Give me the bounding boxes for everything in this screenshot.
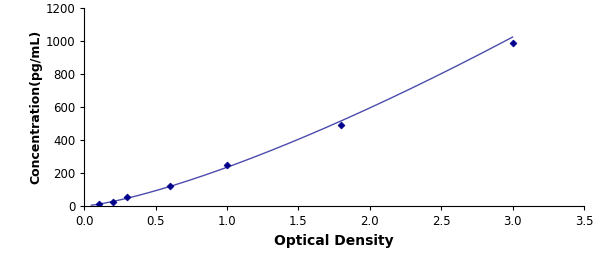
Y-axis label: Concentration(pg/mL): Concentration(pg/mL)	[29, 30, 43, 184]
X-axis label: Optical Density: Optical Density	[275, 233, 394, 248]
